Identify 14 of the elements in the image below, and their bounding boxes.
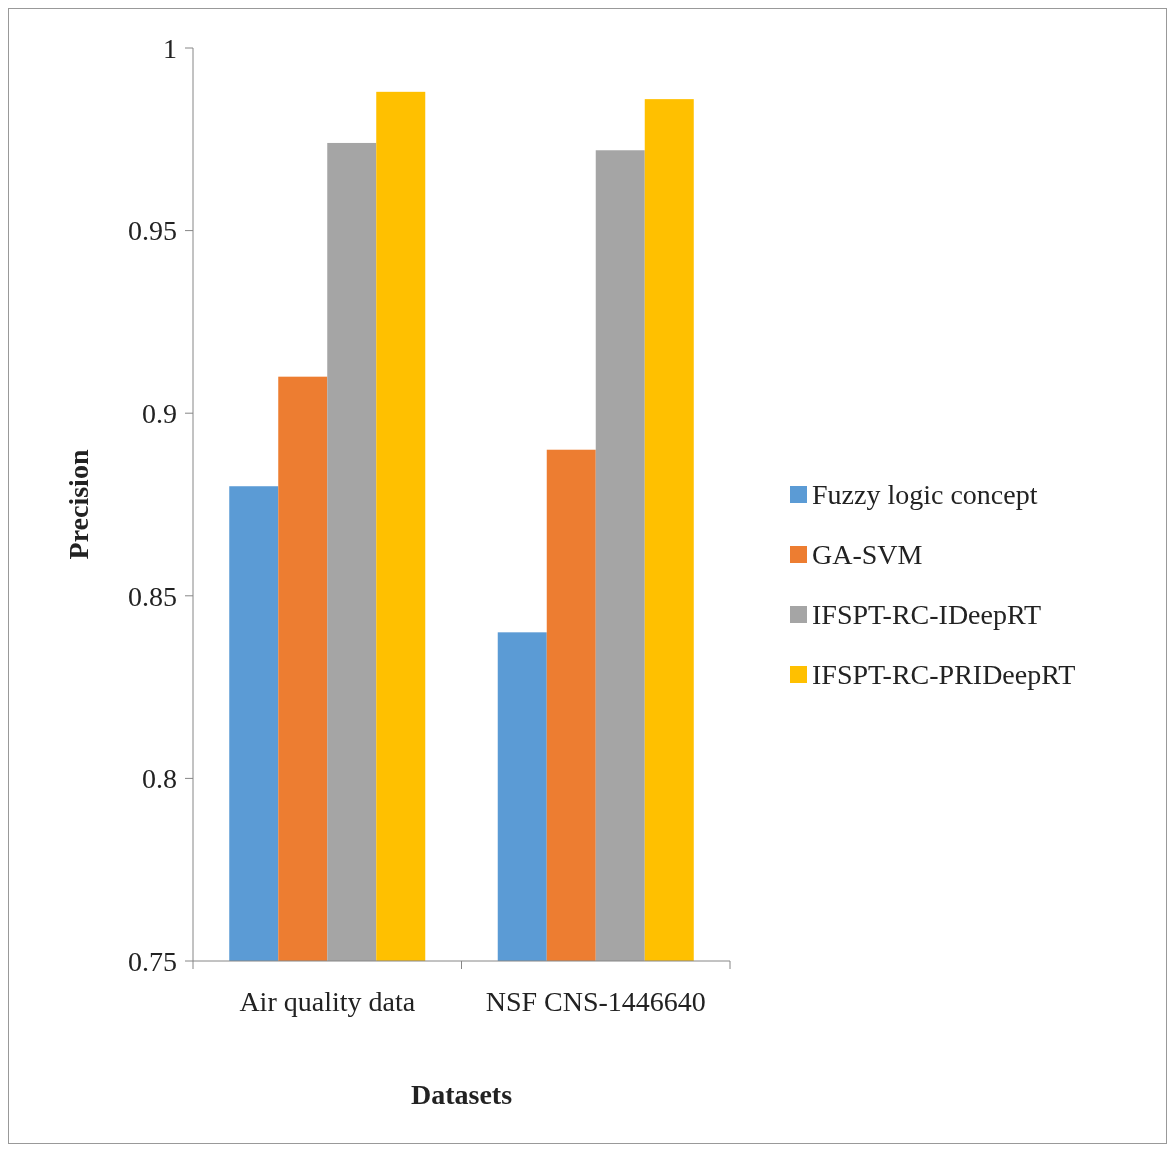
legend-label: IFSPT-RC-PRIDeepRT (812, 658, 1076, 690)
y-axis-title: Precision (63, 449, 94, 560)
y-tick-label: 0.85 (128, 580, 177, 612)
y-tick-label: 0.8 (142, 763, 177, 795)
x-tick-label: NSF CNS-1446640 (485, 986, 706, 1017)
legend-label: IFSPT-RC-IDeepRT (812, 598, 1042, 630)
x-axis-title: Datasets (410, 1079, 513, 1110)
legend-label: Fuzzy logic concept (812, 478, 1038, 510)
x-tick-label: Air quality data (239, 986, 416, 1017)
y-tick-label: 1 (163, 32, 177, 64)
y-tick-label: 0.9 (142, 398, 177, 429)
y-tick-label: 0.95 (128, 215, 177, 247)
y-tick-label: 0.75 (128, 945, 177, 977)
legend-label: GA-SVM (812, 538, 923, 570)
